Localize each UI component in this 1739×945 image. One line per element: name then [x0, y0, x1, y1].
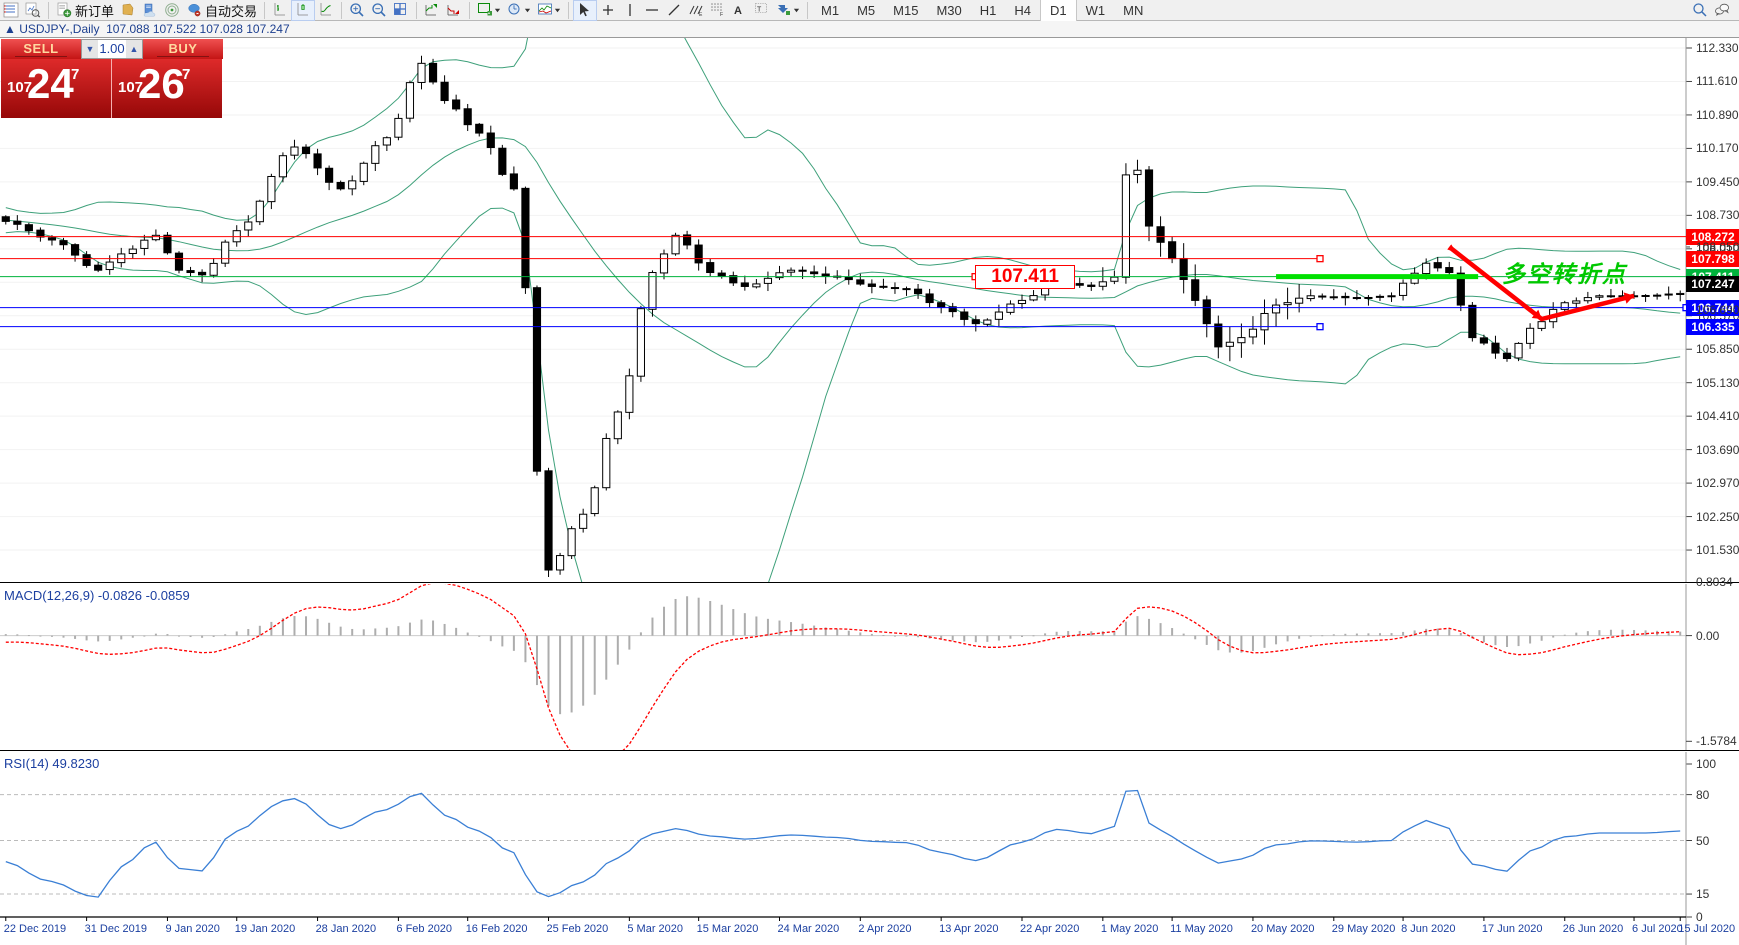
svg-text:F: F	[720, 12, 723, 18]
svg-text:T: T	[757, 7, 762, 14]
svg-text:E: E	[699, 12, 703, 18]
svg-text:A: A	[734, 5, 742, 17]
